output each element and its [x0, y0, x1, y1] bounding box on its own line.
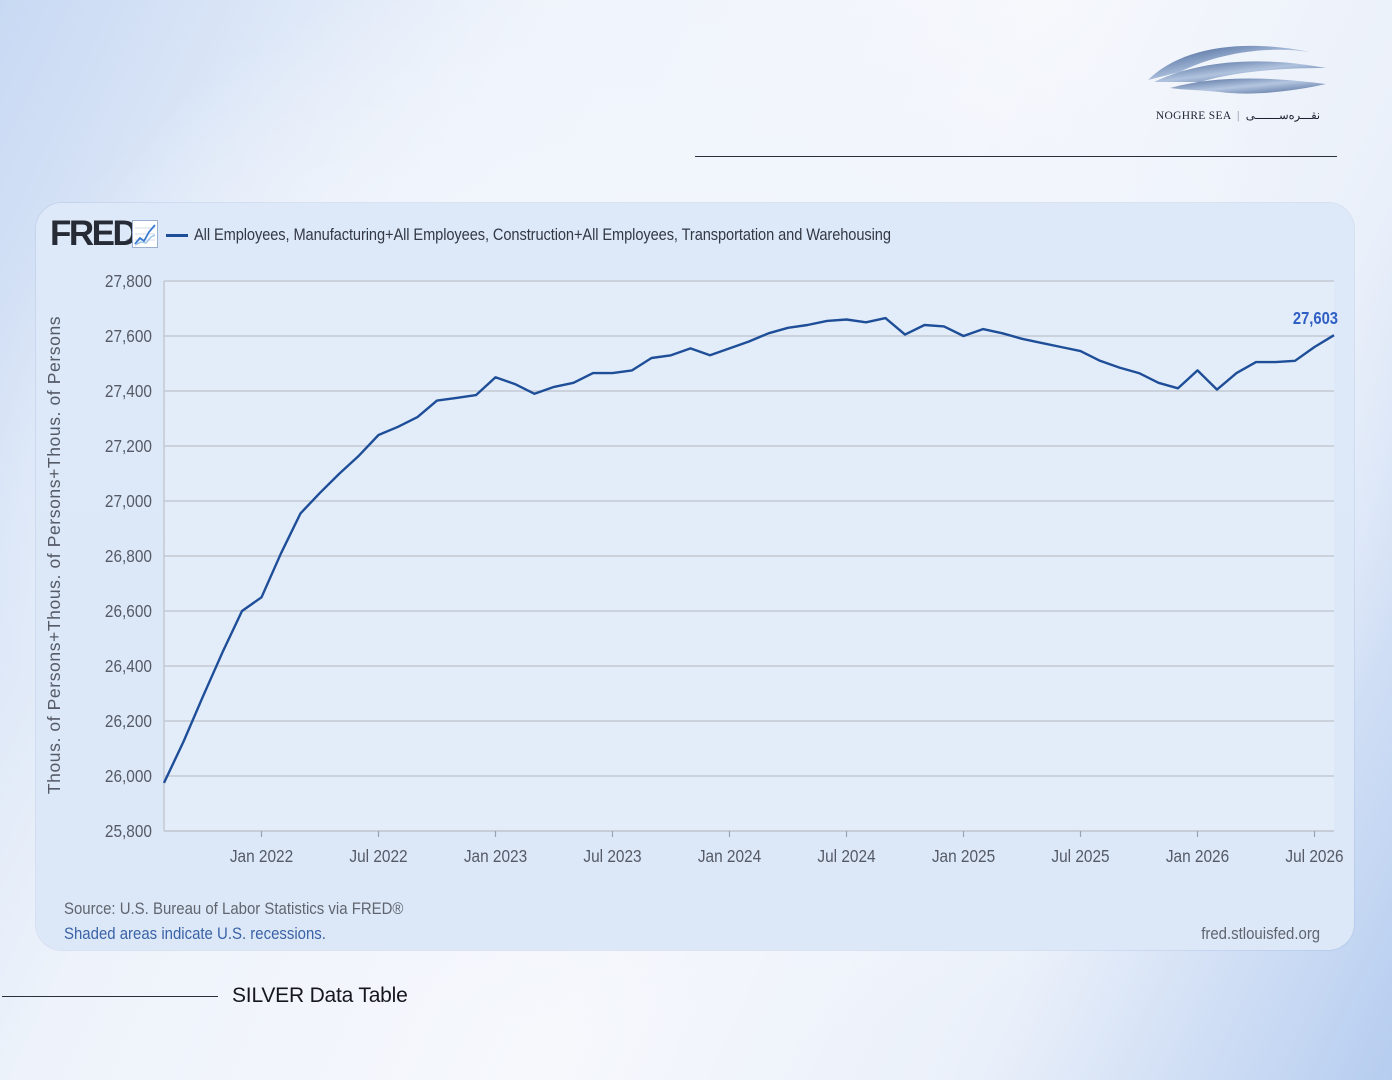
source-note: Source: U.S. Bureau of Labor Statistics … — [64, 899, 404, 918]
x-tick-label: Jul 2025 — [1051, 847, 1109, 866]
y-tick-label: 27,000 — [105, 492, 152, 511]
y-tick-label: 26,600 — [105, 602, 152, 621]
x-tick-label: Jul 2023 — [583, 847, 641, 866]
fred-logo[interactable]: FRED ® — [50, 214, 160, 254]
x-tick-label: Jan 2024 — [698, 847, 761, 866]
y-tick-label: 26,400 — [105, 657, 152, 676]
y-tick-label: 27,400 — [105, 382, 152, 401]
y-tick-label: 27,600 — [105, 327, 152, 346]
legend-series-label: All Employees, Manufacturing+All Employe… — [194, 225, 891, 244]
line-chart-icon — [132, 220, 158, 248]
y-tick-label: 27,800 — [105, 272, 152, 291]
x-tick-label: Jan 2025 — [932, 847, 995, 866]
y-tick-label: 26,200 — [105, 712, 152, 731]
top-divider — [695, 156, 1337, 157]
caption-divider — [2, 996, 218, 997]
brand-name-latin: NOGHRE SEA — [1155, 110, 1231, 122]
y-tick-label: 26,800 — [105, 547, 152, 566]
x-tick-label: Jul 2022 — [349, 847, 407, 866]
brand-name-persian: نقـــره‌ســـــــی — [1245, 110, 1321, 122]
recession-note[interactable]: Shaded areas indicate U.S. recessions. — [64, 924, 326, 943]
y-tick-label: 27,200 — [105, 437, 152, 456]
x-tick-label: Jan 2022 — [230, 847, 293, 866]
legend-swatch — [166, 233, 188, 237]
x-tick-label: Jul 2026 — [1285, 847, 1343, 866]
x-tick-label: Jul 2024 — [817, 847, 875, 866]
brand-name: NOGHRE SEA | نقـــره‌ســـــــی — [1140, 108, 1336, 122]
x-tick-label: Jan 2026 — [1166, 847, 1229, 866]
wave-logo-icon — [1148, 45, 1326, 94]
section-caption: SILVER Data Table — [232, 984, 408, 1007]
chart-legend: All Employees, Manufacturing+All Employe… — [166, 222, 1004, 248]
fred-registered-mark: ® — [126, 240, 131, 246]
y-tick-label: 25,800 — [105, 822, 152, 841]
fred-logo-text: FRED — [50, 214, 138, 253]
y-tick-label: 26,000 — [105, 767, 152, 786]
last-value-label: 27,603 — [1293, 309, 1338, 329]
series-line — [162, 316, 1335, 784]
x-tick-label: Jan 2023 — [464, 847, 527, 866]
brand-separator: | — [1236, 110, 1240, 122]
fred-url[interactable]: fred.stlouisfed.org — [1201, 924, 1320, 943]
